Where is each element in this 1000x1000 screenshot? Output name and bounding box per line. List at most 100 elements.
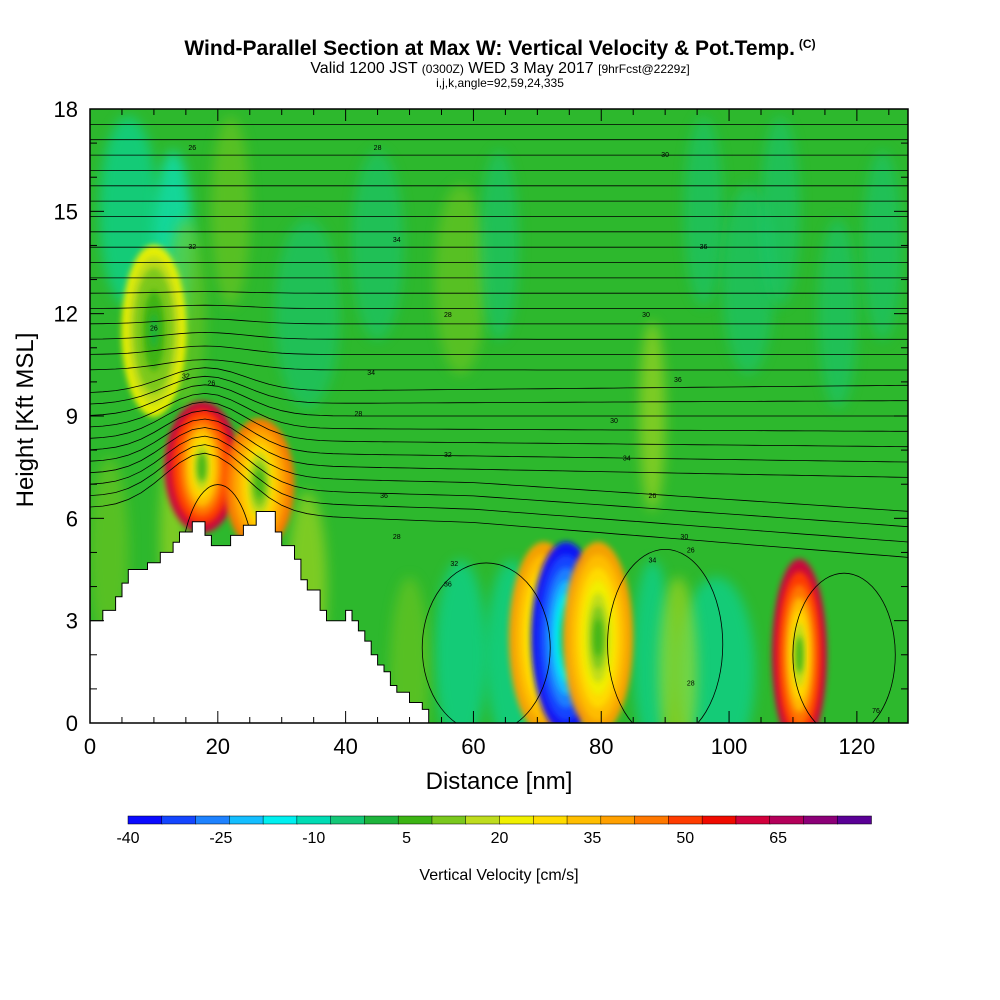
isentrope	[90, 452, 908, 558]
velocity-core	[593, 618, 603, 657]
colorbar-tick-label: 65	[769, 830, 787, 847]
valid-date: WED 3 May 2017	[468, 60, 594, 77]
colorbar-tick-label: -10	[302, 830, 325, 847]
colorbar-swatch	[499, 815, 535, 825]
isentrope	[607, 548, 724, 723]
velocity-patch	[658, 576, 698, 723]
isentrope-label: 28	[374, 145, 382, 152]
velocity-patch	[760, 116, 800, 307]
velocity-core	[255, 469, 264, 499]
grid-indices: i,j,k,angle=92,59,24,335	[436, 76, 564, 90]
isentrope	[90, 359, 908, 371]
isentrope-label: 26	[648, 493, 656, 500]
isentrope-label: 26	[687, 547, 695, 554]
velocity-patch	[479, 150, 519, 341]
isentrope	[90, 392, 908, 432]
colorbar-swatch	[701, 815, 737, 825]
isentrope-label: 32	[182, 373, 190, 380]
x-tick-label: 0	[84, 734, 96, 759]
y-tick-label: 0	[66, 711, 78, 736]
valid-time: Valid 1200 JST	[310, 60, 418, 77]
y-tick-label: 18	[54, 97, 78, 122]
velocity-patch	[351, 150, 404, 341]
isentrope	[90, 418, 908, 478]
colorbar-swatch	[735, 815, 771, 825]
isentrope	[90, 427, 908, 512]
isentrope-label: 30	[661, 152, 669, 159]
colorbar-swatch	[262, 815, 298, 825]
isentrope	[90, 375, 908, 405]
x-axis-label: Distance [nm]	[426, 768, 573, 795]
velocity-patch	[862, 150, 902, 341]
isentrope-label: 36	[674, 377, 682, 384]
colorbar-tick-label: -40	[116, 830, 139, 847]
y-tick-label: 6	[66, 506, 78, 531]
colorbar-swatch	[600, 815, 636, 825]
isentrope-label: 36	[700, 244, 708, 251]
isentrope-label: 28	[444, 312, 452, 319]
x-tick-label: 20	[206, 734, 230, 759]
chart-title: Wind-Parallel Section at Max W: Vertical…	[0, 37, 1000, 61]
isentrope-label: 30	[610, 418, 618, 425]
isentrope-label: 26	[208, 380, 216, 387]
colorbar-swatch	[296, 815, 332, 825]
terrain	[89, 511, 430, 724]
y-tick-label: 3	[66, 609, 78, 634]
isentrope	[90, 331, 908, 340]
forecast-info: [9hrFcst@2229z]	[598, 62, 690, 76]
colorbar-tick-label: 50	[676, 830, 694, 847]
isentrope	[90, 367, 908, 393]
colorbar-swatch	[769, 815, 805, 825]
isentrope-label: 32	[450, 561, 458, 568]
colorbar-swatch	[465, 815, 501, 825]
isentrope	[90, 444, 908, 543]
colorbar-swatch	[195, 815, 231, 825]
colorbar-swatch	[364, 815, 399, 825]
velocity-patch	[434, 184, 487, 375]
colorbar-label: Vertical Velocity [cm/s]	[419, 867, 578, 884]
velocity-patch	[684, 116, 723, 307]
isentrope-label: 28	[687, 680, 695, 687]
isentrope-label: 30	[642, 312, 650, 319]
isentrope	[90, 345, 908, 355]
isentrope-label: 36	[380, 493, 388, 500]
y-tick-label: 12	[54, 302, 78, 327]
isentrope-label: 34	[648, 558, 656, 565]
velocity-patch	[274, 218, 340, 409]
velocity-patch	[211, 116, 251, 307]
velocity-patch	[818, 218, 858, 409]
isentrope	[90, 304, 908, 309]
isentrope-label: 30	[680, 534, 688, 541]
isentrope	[792, 572, 896, 723]
title-main: Wind-Parallel Section at Max W: Vertical…	[184, 37, 795, 60]
colorbar-swatch	[431, 815, 467, 825]
isentrope-label: 34	[393, 237, 401, 244]
colorbar-tick-label: 20	[491, 830, 509, 847]
isentrope-label: 28	[355, 411, 363, 418]
isentrope-label: 76	[872, 708, 880, 715]
isentrope-label: 34	[623, 455, 631, 462]
y-axis-label: Height [Kft MSL]	[12, 333, 39, 508]
isentrope-label: 26	[188, 145, 196, 152]
velocity-patch	[434, 559, 487, 723]
colorbar-tick-label: 35	[583, 830, 601, 847]
isentrope-label: 28	[393, 534, 401, 541]
colorbar-swatch	[533, 815, 568, 825]
colorbar-swatch	[330, 815, 366, 825]
isentrope	[90, 318, 908, 325]
isentrope	[90, 384, 908, 417]
colorbar-swatch	[566, 815, 602, 825]
colorbar-swatch	[161, 815, 197, 825]
y-tick-label: 9	[66, 404, 78, 429]
isentrope-label: 36	[444, 582, 452, 589]
velocity-core	[197, 452, 207, 482]
colorbar-swatch	[634, 815, 670, 825]
isentrope-label: 34	[367, 370, 375, 377]
colorbar-swatch	[397, 815, 433, 825]
x-tick-label: 60	[461, 734, 485, 759]
x-tick-label: 80	[589, 734, 613, 759]
colorbar-swatch	[127, 815, 163, 825]
colorbar: -40 -25 -10 5 20 35 50 65	[116, 815, 872, 847]
colorbar-tick-label: -25	[209, 830, 232, 847]
